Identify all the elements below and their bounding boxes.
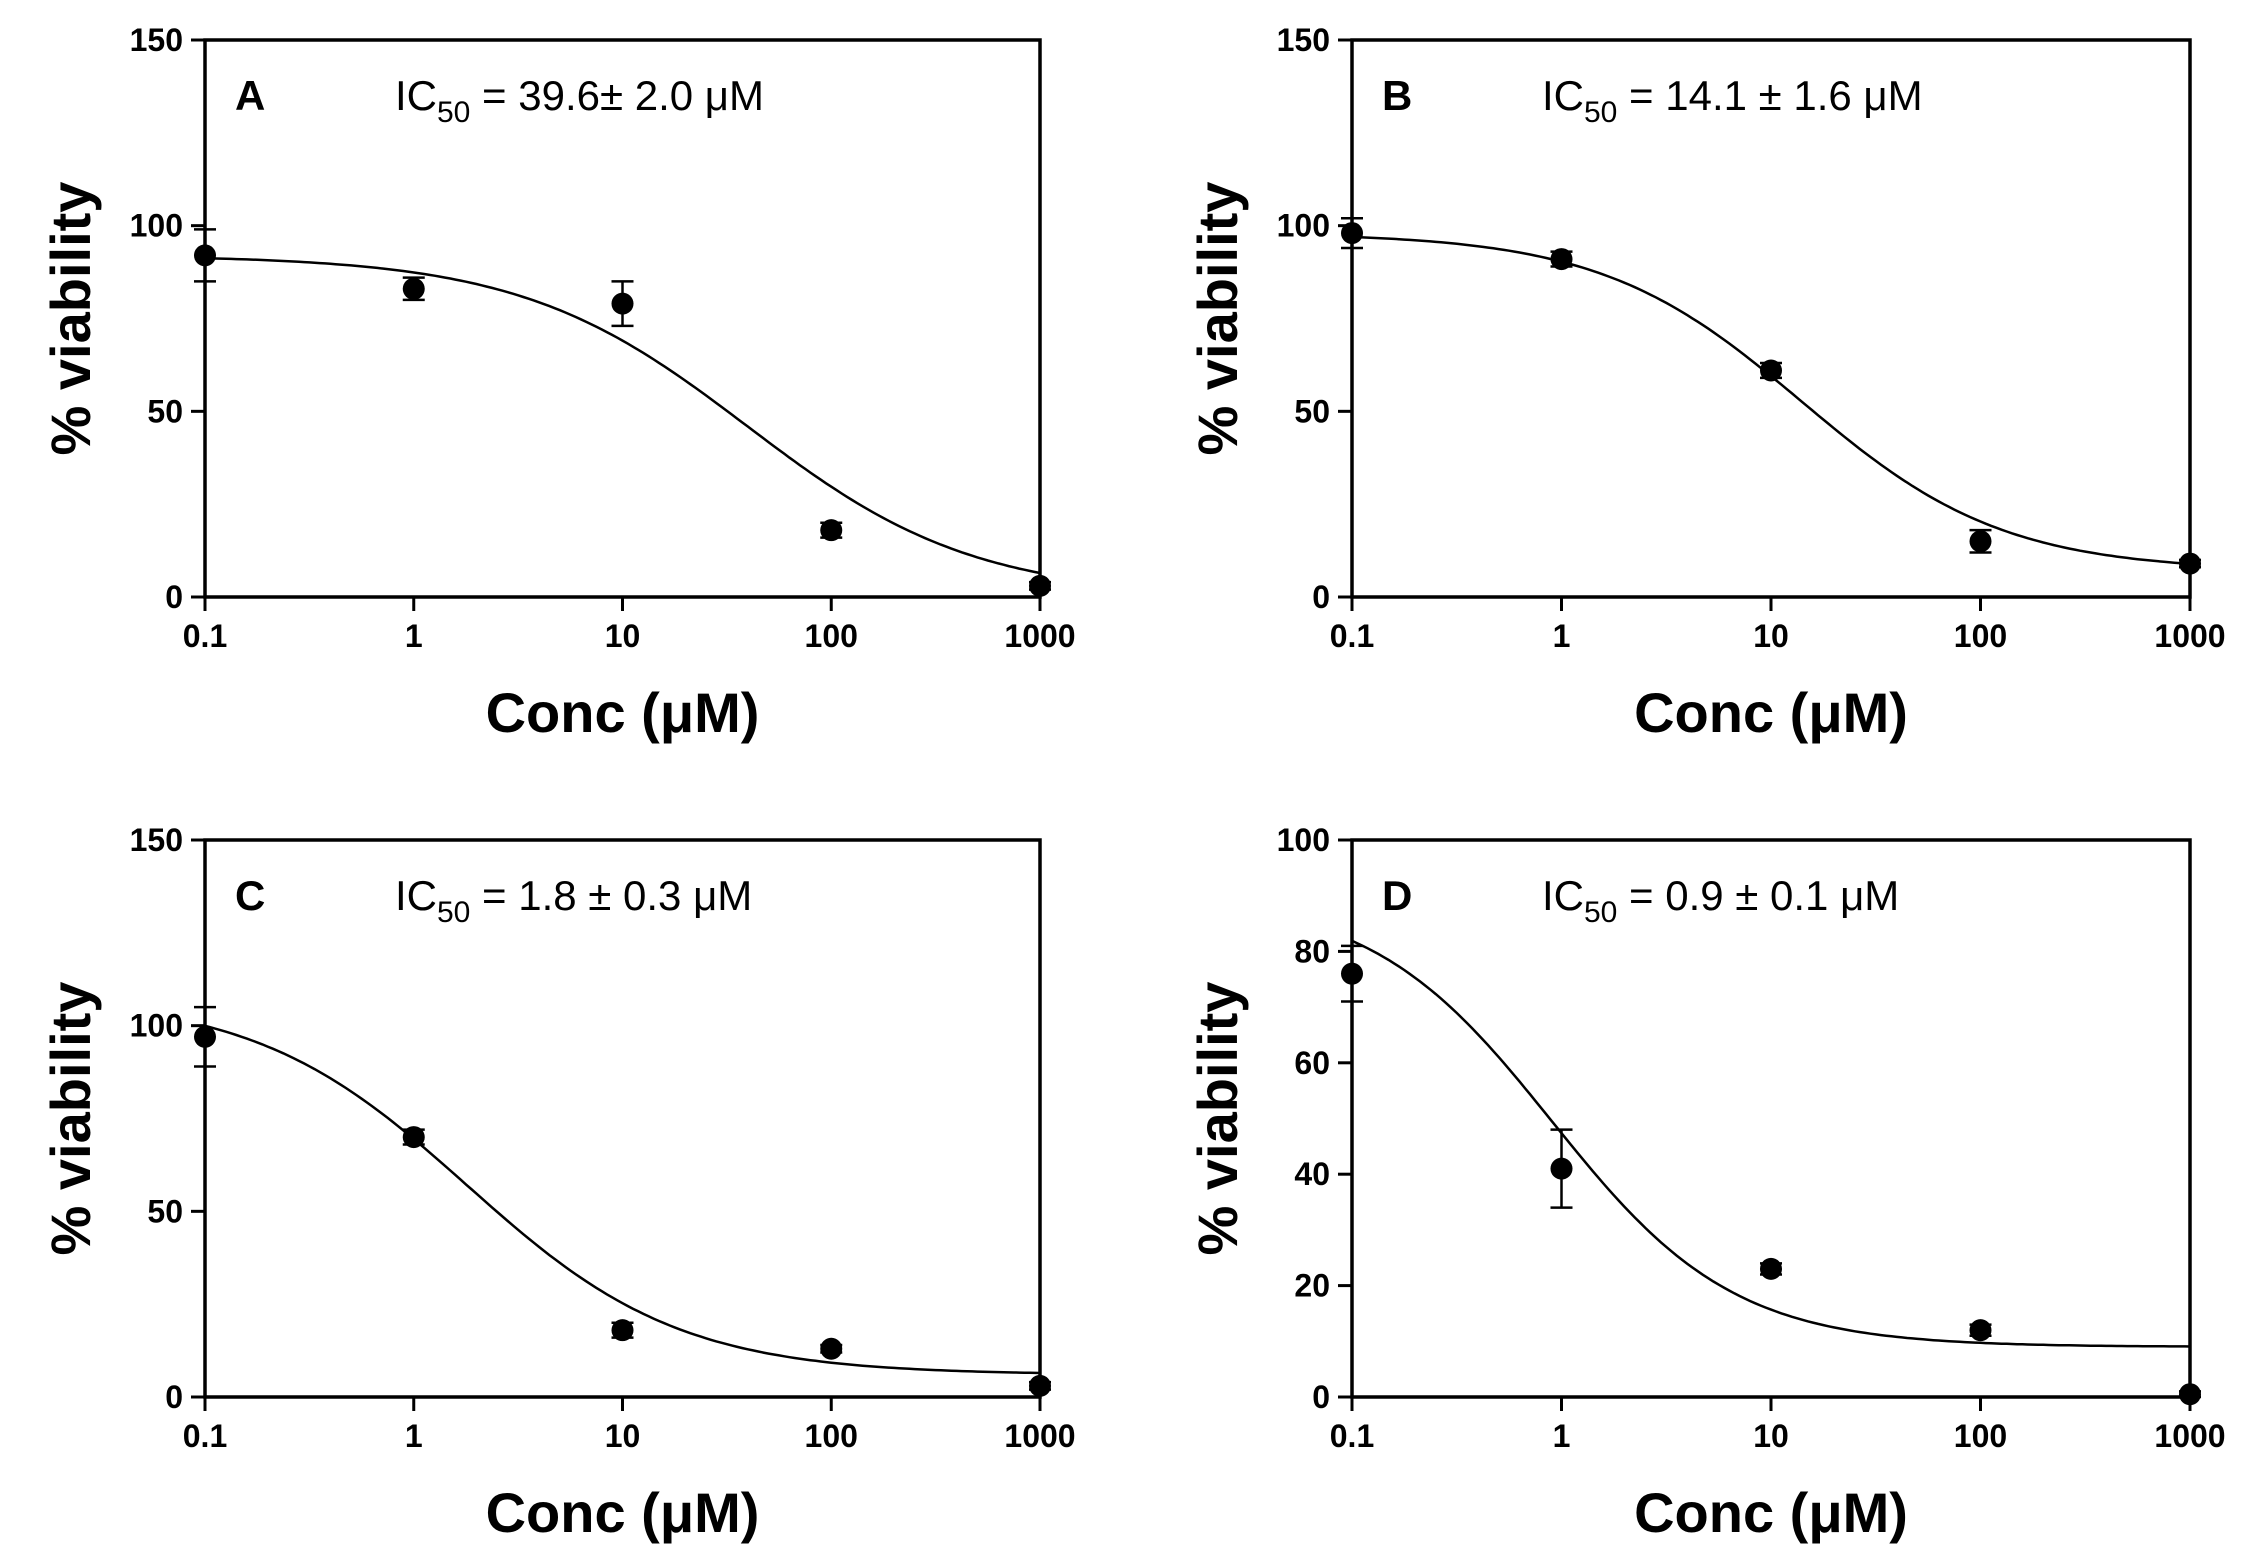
panel-b: 0 50 100 150 0.1 1 10 100 1000 Conc (μM) % viabili… — [1186, 22, 2226, 744]
x-axis-title: Conc (μM) — [1634, 681, 1908, 744]
data-point — [1550, 1157, 1573, 1180]
data-point — [820, 1337, 843, 1360]
ic50-annotation: IC50 = 14.1 ± 1.6 μM — [1542, 72, 1923, 129]
y-tick-label: 150 — [130, 22, 183, 58]
y-tick-label: 100 — [1277, 208, 1330, 244]
x-tick-label: 10 — [1753, 1418, 1789, 1454]
data-point — [820, 519, 843, 542]
y-tick-label: 150 — [1277, 22, 1330, 58]
ic50-prefix: IC — [1542, 72, 1584, 119]
x-tick-label: 0.1 — [1330, 618, 1374, 654]
ic50-subscript: 50 — [437, 896, 470, 929]
ic50-prefix: IC — [1542, 872, 1584, 919]
x-tick-label: 1000 — [1004, 1418, 1075, 1454]
fit-curve — [204, 256, 1041, 575]
ic50-annotation: IC50 = 1.8 ± 0.3 μM — [395, 872, 752, 929]
y-tick-label: 50 — [147, 1193, 183, 1229]
data-point — [1550, 248, 1573, 271]
ic50-value: = 14.1 ± 1.6 μM — [1617, 72, 1922, 119]
x-tick-label: 1 — [405, 618, 423, 654]
plot-frame — [203, 838, 1042, 1399]
ic50-annotation: IC50 = 0.9 ± 0.1 μM — [1542, 872, 1899, 929]
y-tick-label: 0 — [1312, 1379, 1330, 1415]
data-point — [1760, 359, 1782, 382]
x-tick-label: 100 — [1954, 1418, 2007, 1454]
x-tick-label: 1 — [405, 1418, 423, 1454]
data-point — [2179, 552, 2201, 575]
x-tick-label: 100 — [805, 1418, 858, 1454]
y-axis-title: % viability — [39, 182, 102, 456]
y-tick-label: 60 — [1294, 1045, 1330, 1081]
y-tick-label: 0 — [165, 1379, 183, 1415]
y-tick-label: 100 — [1277, 822, 1330, 858]
ic50-prefix: IC — [395, 872, 437, 919]
y-tick-label: 100 — [130, 1008, 183, 1044]
x-tick-label: 0.1 — [1330, 1418, 1374, 1454]
data-point — [2179, 1383, 2201, 1406]
panel-letter: A — [235, 72, 265, 119]
y-axis-title: % viability — [1186, 982, 1249, 1256]
data-point — [1029, 574, 1051, 597]
data-point — [1969, 530, 1992, 553]
plot-frame — [1350, 38, 2192, 599]
fit-curve — [1351, 235, 2191, 566]
y-tick-label: 50 — [147, 393, 183, 429]
x-tick-label: 1000 — [1004, 618, 1075, 654]
panel-letter: B — [1382, 72, 1412, 119]
y-tick-label: 0 — [165, 579, 183, 615]
data-point — [1760, 1257, 1782, 1280]
panel-letter: D — [1382, 872, 1412, 919]
y-tick-label: 50 — [1294, 393, 1330, 429]
x-tick-label: 1000 — [2154, 1418, 2225, 1454]
x-tick-label: 1 — [1553, 618, 1571, 654]
x-axis-title: Conc (μM) — [486, 1481, 760, 1544]
ic50-annotation: IC50 = 39.6± 2.0 μM — [395, 72, 764, 129]
ic50-value: = 0.9 ± 0.1 μM — [1617, 872, 1899, 919]
data-point — [1341, 222, 1363, 245]
x-tick-label: 10 — [605, 618, 641, 654]
panel-c: 0 50 100 150 0.1 1 10 100 1000 Conc (μM) % viabili… — [39, 822, 1076, 1544]
y-tick-label: 100 — [130, 208, 183, 244]
data-point — [402, 1126, 425, 1149]
ic50-subscript: 50 — [1584, 96, 1617, 129]
y-tick-label: 40 — [1294, 1156, 1330, 1192]
data-point — [1341, 962, 1363, 985]
x-axis-title: Conc (μM) — [486, 681, 760, 744]
ic50-value: = 1.8 ± 0.3 μM — [470, 872, 752, 919]
y-axis-title: % viability — [1186, 182, 1249, 456]
fit-curve — [1351, 939, 2191, 1348]
x-tick-label: 1000 — [2154, 618, 2225, 654]
x-axis-title: Conc (μM) — [1634, 1481, 1908, 1544]
y-tick-label: 80 — [1294, 933, 1330, 969]
panel-a: 0 50 100 150 0.1 1 10 100 1000 Conc (μM) % viabili… — [39, 22, 1076, 744]
data-point — [611, 292, 634, 315]
ic50-prefix: IC — [395, 72, 437, 119]
ic50-subscript: 50 — [437, 96, 470, 129]
ic50-subscript: 50 — [1584, 896, 1617, 929]
data-point — [194, 1025, 216, 1048]
data-point — [194, 244, 216, 267]
data-point — [611, 1319, 634, 1342]
panel-d: 0 20 40 60 80 100 0.1 1 10 100 1000 Conc (μM) % viab… — [1186, 822, 2226, 1544]
ic50-value: = 39.6± 2.0 μM — [470, 72, 764, 119]
x-tick-label: 1 — [1553, 1418, 1571, 1454]
x-tick-label: 10 — [605, 1418, 641, 1454]
x-tick-label: 100 — [805, 618, 858, 654]
data-point — [402, 277, 425, 300]
panel-letter: C — [235, 872, 265, 919]
x-tick-label: 10 — [1753, 618, 1789, 654]
y-axis-title: % viability — [39, 982, 102, 1256]
x-tick-label: 100 — [1954, 618, 2007, 654]
x-tick-label: 0.1 — [183, 1418, 227, 1454]
x-tick-label: 0.1 — [183, 618, 227, 654]
fit-curve — [204, 1024, 1041, 1375]
data-point — [1029, 1374, 1051, 1397]
y-tick-label: 150 — [130, 822, 183, 858]
y-tick-label: 0 — [1312, 579, 1330, 615]
plot-frame — [1350, 838, 2192, 1399]
y-tick-label: 20 — [1294, 1268, 1330, 1304]
data-point — [1969, 1319, 1992, 1342]
